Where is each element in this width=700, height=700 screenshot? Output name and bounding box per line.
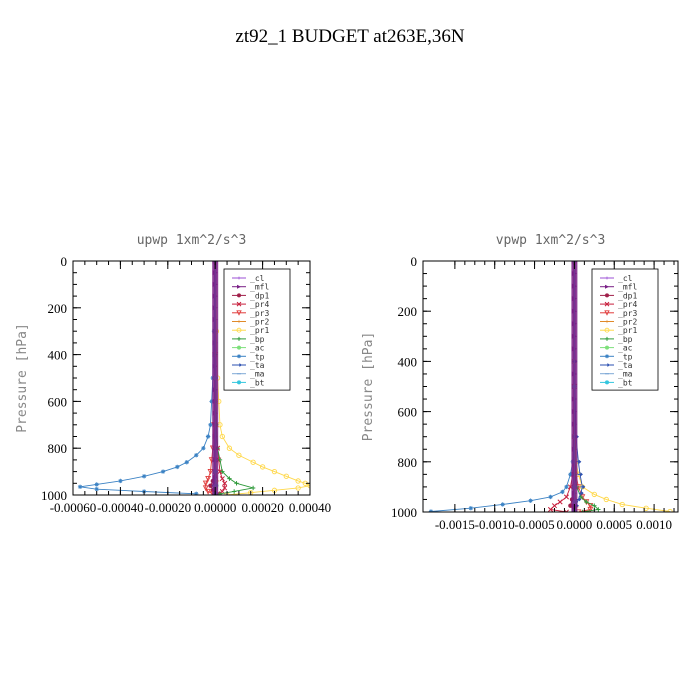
- page-title: zt92_1 BUDGET at263E,36N: [235, 26, 464, 47]
- legend-label: _pr3: [250, 309, 269, 318]
- y-tick-label: 0: [61, 254, 68, 269]
- mfl-column: [571, 261, 578, 512]
- x-tick-label: 0.00000: [194, 500, 236, 515]
- legend-label: _ta: [618, 361, 633, 370]
- legend-label: _pr1: [250, 326, 269, 335]
- legend-box: [223, 268, 291, 391]
- legend-label: _ta: [250, 361, 265, 370]
- y-tick-label: 200: [48, 301, 68, 316]
- legend-label: _ac: [618, 344, 633, 353]
- legend-label: _tp: [618, 352, 633, 361]
- legend-label: _ac: [250, 344, 265, 353]
- y-tick-label: 1000: [41, 488, 67, 503]
- legend-label: _mfl: [250, 283, 269, 292]
- y-tick-label: 400: [398, 354, 418, 369]
- legend-label: _bp: [618, 335, 633, 344]
- x-tick-label: -0.00040: [97, 500, 144, 515]
- legend: _cl_mfl_dp1_pr4_pr3_pr2_pr1_bp_ac_tp_ta_…: [591, 268, 659, 391]
- x-tick-label: 0.0005: [596, 517, 632, 532]
- legend-label: _pr2: [250, 318, 269, 327]
- chart-panel-vpwp: vpwp 1xm^2/s^3 Pressure [hPa] 0 200 400 600 80…: [361, 233, 679, 532]
- y-tick-label: 800: [48, 441, 68, 456]
- legend-label: _mfl: [618, 283, 637, 292]
- chart-title: upwp 1xm^2/s^3: [137, 233, 247, 248]
- legend-label: _tp: [250, 352, 265, 361]
- x-tick-label: -0.0015: [435, 517, 475, 532]
- x-tick-label: -0.00060: [50, 500, 97, 515]
- legend-label: _pr3: [618, 309, 637, 318]
- x-tick-label: 0.0000: [557, 517, 593, 532]
- y-tick-label: 400: [48, 348, 68, 363]
- x-tick-label: -0.0010: [475, 517, 515, 532]
- legend-label: _cl: [250, 274, 265, 283]
- legend-label: _pr1: [618, 326, 637, 335]
- series-line-tp: [80, 261, 216, 495]
- x-tick-label: -0.00020: [145, 500, 192, 515]
- x-tick-label: -0.0005: [515, 517, 555, 532]
- y-tick-label: 1000: [391, 505, 417, 520]
- x-tick-label: 0.0010: [636, 517, 672, 532]
- legend-label: _pr4: [250, 300, 269, 309]
- series-line-tp: [430, 261, 575, 512]
- legend-label: _dp1: [618, 291, 637, 300]
- legend-label: _dp1: [250, 291, 269, 300]
- series-line-pr1: [214, 261, 310, 495]
- mfl-column: [212, 261, 219, 495]
- legend-label: _cl: [618, 274, 633, 283]
- x-tick-label: 0.00020: [241, 500, 283, 515]
- legend-label: _bt: [618, 378, 633, 387]
- y-axis-label: Pressure [hPa]: [15, 323, 30, 433]
- legend-label: _bt: [250, 378, 265, 387]
- legend-label: _pr2: [618, 318, 637, 327]
- legend-label: _ma: [618, 370, 633, 379]
- legend-label: _pr4: [618, 300, 637, 309]
- legend-box: [591, 268, 659, 391]
- y-tick-label: 600: [398, 405, 418, 420]
- y-axis-label: Pressure [hPa]: [361, 332, 376, 442]
- legend: _cl_mfl_dp1_pr4_pr3_pr2_pr1_bp_ac_tp_ta_…: [223, 268, 291, 391]
- y-tick-label: 600: [48, 394, 68, 409]
- chart-panel-upwp: upwp 1xm^2/s^3 Pressure [hPa] 0 200 400 600 80…: [15, 233, 331, 515]
- x-tick-label: 0.00040: [289, 500, 331, 515]
- legend-label: _ma: [250, 370, 265, 379]
- chart-title: vpwp 1xm^2/s^3: [496, 233, 606, 248]
- y-tick-label: 200: [398, 304, 418, 319]
- legend-label: _bp: [250, 335, 265, 344]
- y-tick-label: 800: [398, 455, 418, 470]
- y-tick-label: 0: [411, 254, 418, 269]
